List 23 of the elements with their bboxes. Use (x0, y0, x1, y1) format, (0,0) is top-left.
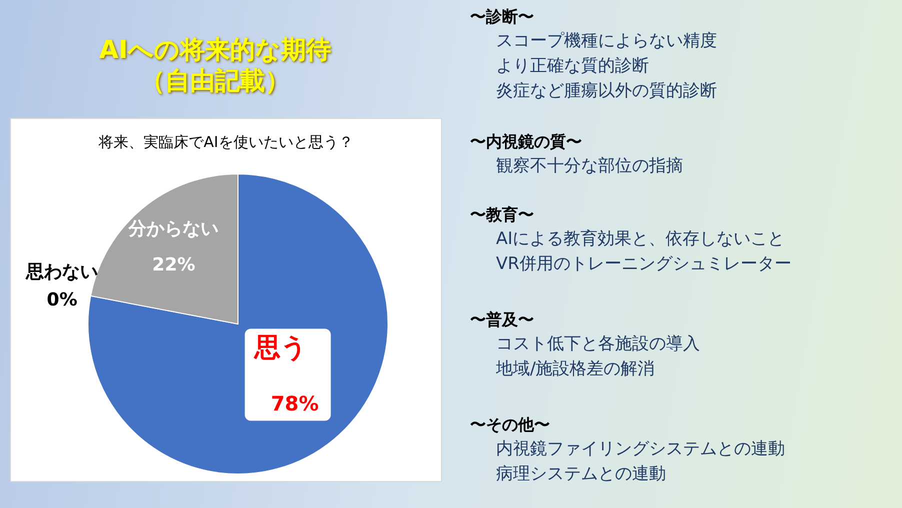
data-label: 22% (152, 254, 196, 276)
text: 〜普及〜 (470, 309, 535, 331)
text: 炎症など腫瘍以外の質的診断 (495, 80, 717, 103)
text: 〜教育〜 (470, 204, 535, 226)
slice-label: 思う (253, 332, 308, 363)
chart-title: AIへの将来的な期待（自由記載） (98, 34, 332, 96)
text: 観察不十分な部位の指摘 (495, 155, 683, 178)
text: 内視鏡ファイリングシステムとの連動 (495, 438, 785, 461)
text: 〜診断〜 (470, 6, 535, 28)
data-label: 78% (270, 391, 319, 416)
slice-label: 分からない (128, 218, 219, 240)
category-label: 思わない (26, 261, 98, 282)
text: 〜その他〜 (470, 414, 551, 436)
text: スコープ機種によらない精度 (495, 30, 717, 53)
text: 地域/施設格差の解消 (495, 358, 656, 381)
text: VR併用のトレーニングシュミレーター (495, 253, 792, 276)
text: AIによる教育効果と、依存しないこと (495, 228, 786, 251)
text: 〜内視鏡の質〜 (470, 131, 583, 153)
text: 病理システムとの連動 (495, 463, 667, 486)
text: 0% (46, 289, 78, 310)
text: より正確な質的診断 (495, 55, 650, 78)
chart-subtitle: 将来、実臨床でAIを使いたいと思う？ (98, 133, 354, 152)
text: コスト低下と各施設の導入 (495, 333, 700, 356)
